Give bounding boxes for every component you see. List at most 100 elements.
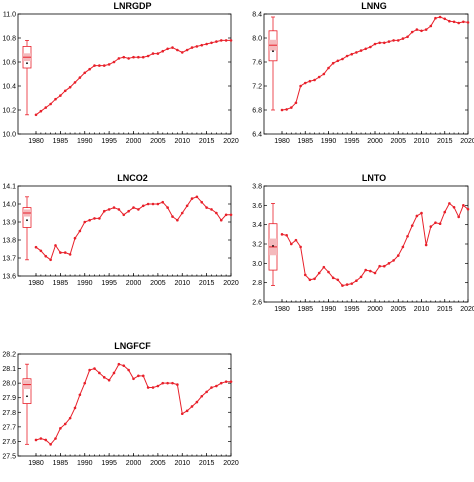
data-point bbox=[83, 220, 87, 224]
data-point bbox=[396, 254, 400, 257]
data-point bbox=[424, 243, 428, 247]
data-point bbox=[415, 214, 419, 218]
y-tick-label: 2.6 bbox=[252, 300, 262, 307]
data-point bbox=[83, 381, 87, 385]
y-tick-label: 28.1 bbox=[2, 366, 16, 373]
data-point bbox=[466, 207, 470, 211]
x-tick-label: 2010 bbox=[174, 460, 190, 467]
data-point bbox=[176, 383, 179, 386]
panel-title: LNGFCF bbox=[114, 341, 151, 351]
boxplot-box bbox=[22, 378, 32, 404]
data-point bbox=[93, 217, 96, 220]
data-point bbox=[73, 406, 77, 410]
data-point bbox=[156, 384, 160, 388]
data-point bbox=[369, 45, 372, 49]
data-point bbox=[406, 35, 409, 39]
data-point bbox=[317, 75, 321, 79]
y-tick-label: 11.0 bbox=[3, 12, 16, 19]
x-tick-label: 2020 bbox=[460, 138, 474, 145]
data-point bbox=[327, 66, 330, 70]
data-point bbox=[49, 258, 52, 262]
data-point bbox=[294, 238, 298, 242]
data-point bbox=[54, 437, 57, 440]
data-point bbox=[457, 21, 461, 25]
data-point bbox=[122, 364, 126, 367]
x-tick-label: 2000 bbox=[367, 306, 383, 313]
data-point bbox=[452, 205, 456, 209]
data-point bbox=[313, 78, 316, 82]
data-point bbox=[39, 437, 43, 440]
data-point bbox=[166, 381, 169, 385]
data-point bbox=[215, 40, 218, 43]
data-point bbox=[122, 55, 126, 59]
data-point bbox=[107, 378, 111, 382]
x-tick-label: 2005 bbox=[150, 280, 166, 287]
data-point bbox=[290, 242, 293, 246]
data-point bbox=[102, 64, 106, 67]
y-tick-label: 14.1 bbox=[2, 184, 16, 191]
data-point bbox=[151, 386, 155, 389]
data-point bbox=[117, 208, 121, 211]
panel-title: LNCO2 bbox=[117, 173, 148, 183]
x-tick-label: 2020 bbox=[460, 306, 474, 313]
data-point bbox=[132, 377, 135, 381]
x-tick-label: 1980 bbox=[28, 460, 44, 467]
data-point bbox=[137, 208, 140, 211]
y-tick-label: 28.2 bbox=[2, 352, 16, 359]
data-point bbox=[341, 57, 344, 61]
data-point bbox=[336, 59, 340, 63]
y-tick-label: 3.2 bbox=[252, 242, 262, 249]
x-tick-label: 1985 bbox=[53, 460, 69, 467]
data-point bbox=[190, 46, 194, 49]
data-point bbox=[392, 259, 395, 262]
data-point bbox=[406, 234, 409, 238]
data-point bbox=[156, 202, 160, 206]
x-tick-label: 2010 bbox=[174, 138, 190, 145]
data-point bbox=[137, 55, 140, 59]
y-tick-label: 10.6 bbox=[2, 60, 16, 67]
x-tick-label: 1995 bbox=[344, 306, 360, 313]
x-tick-label: 1980 bbox=[274, 138, 290, 145]
data-point bbox=[285, 108, 288, 111]
data-point bbox=[438, 222, 442, 225]
x-tick-label: 1990 bbox=[321, 138, 337, 145]
chart-panel-lnng: LNNG 6.4 6.8 7.2 7.6 8.0 8.4 1980 1985 1990 1995 20… bbox=[252, 1, 474, 145]
x-tick-label: 2010 bbox=[414, 138, 430, 145]
y-tick-label: 2.8 bbox=[252, 280, 262, 287]
data-point bbox=[176, 218, 179, 222]
x-tick-label: 1990 bbox=[321, 306, 337, 313]
data-point bbox=[331, 61, 335, 65]
data-point bbox=[210, 208, 213, 211]
data-point bbox=[54, 244, 57, 247]
x-tick-label: 1980 bbox=[28, 280, 44, 287]
data-point bbox=[308, 79, 312, 83]
series-line bbox=[35, 39, 231, 116]
data-point bbox=[122, 213, 126, 217]
data-point bbox=[59, 94, 62, 97]
data-point bbox=[180, 412, 184, 416]
y-tick-label: 13.7 bbox=[2, 256, 16, 263]
x-tick-label: 2015 bbox=[199, 460, 215, 467]
data-point bbox=[434, 221, 437, 225]
data-point bbox=[195, 195, 199, 199]
x-tick-label: 2020 bbox=[223, 280, 239, 287]
data-point bbox=[415, 28, 419, 31]
data-point bbox=[98, 64, 101, 67]
y-tick-label: 10.0 bbox=[2, 132, 16, 139]
data-point bbox=[34, 438, 38, 442]
data-point bbox=[429, 225, 433, 228]
x-tick-label: 2020 bbox=[223, 460, 239, 467]
data-point bbox=[88, 368, 91, 372]
data-point bbox=[308, 278, 312, 282]
series-line bbox=[35, 363, 231, 446]
data-point bbox=[290, 106, 293, 109]
data-point bbox=[44, 254, 48, 258]
data-point bbox=[59, 427, 62, 430]
x-tick-label: 1995 bbox=[344, 138, 360, 145]
y-tick-label: 27.8 bbox=[2, 410, 16, 417]
data-point bbox=[224, 380, 228, 383]
data-point bbox=[299, 245, 302, 249]
x-tick-label: 2005 bbox=[150, 138, 166, 145]
data-point bbox=[410, 30, 414, 34]
